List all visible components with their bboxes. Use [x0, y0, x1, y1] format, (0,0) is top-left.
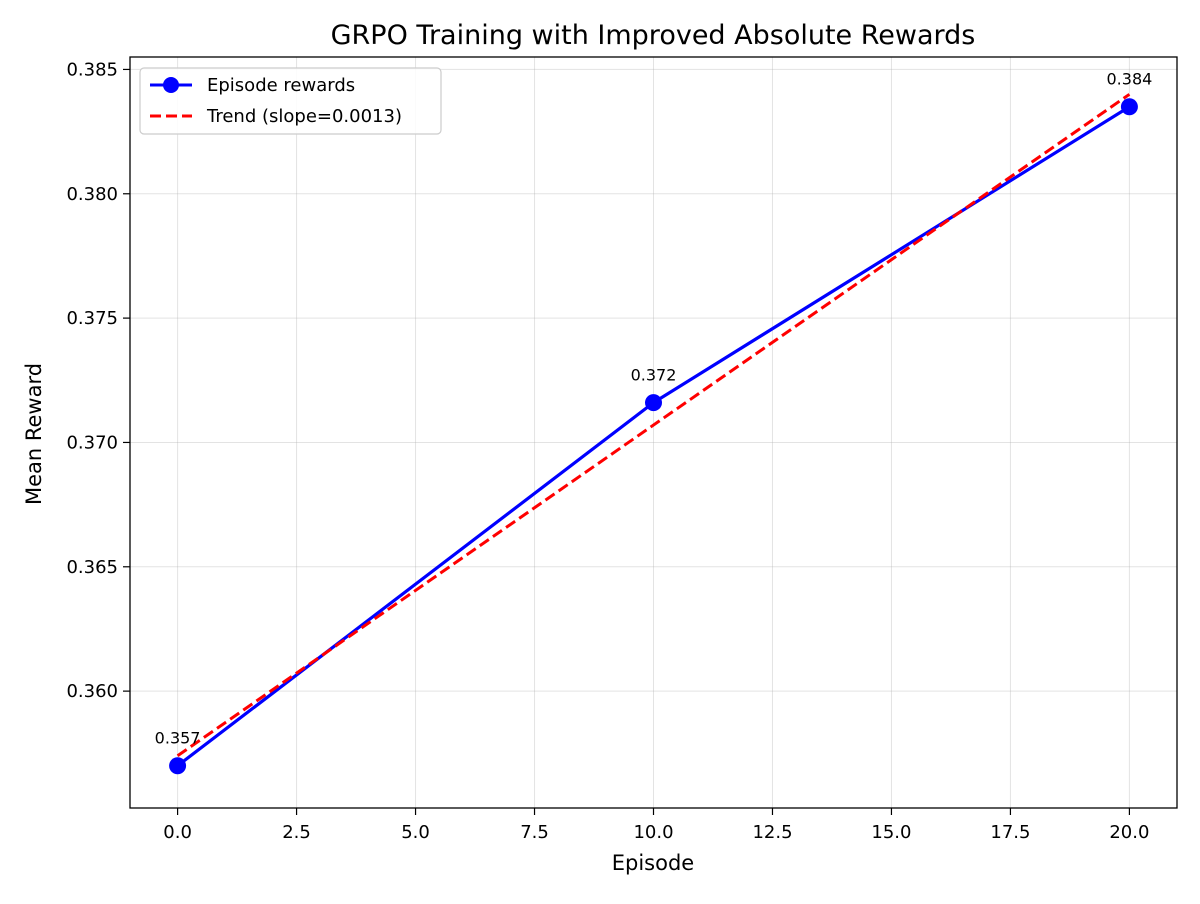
- legend-label-episode-rewards: Episode rewards: [207, 75, 355, 96]
- legend-box: [139, 67, 442, 135]
- series-group: [169, 93, 1138, 775]
- x-tick-label: 7.5: [520, 822, 549, 843]
- y-tick-label: 0.380: [66, 184, 118, 205]
- x-tick-label: 20.0: [1109, 822, 1149, 843]
- x-tick-label: 5.0: [401, 822, 430, 843]
- x-tick-label: 12.5: [752, 822, 792, 843]
- legend: Episode rewards Trend (slope=0.0013): [139, 67, 442, 135]
- y-tick-label: 0.370: [66, 432, 118, 453]
- y-axis: 0.360 0.365 0.370 0.375 0.380 0.385: [66, 59, 130, 702]
- data-label: 0.384: [1107, 70, 1153, 89]
- y-tick-label: 0.385: [66, 59, 118, 80]
- data-labels: 0.357 0.372 0.384: [155, 70, 1153, 748]
- x-axis-label: Episode: [612, 851, 694, 875]
- data-point-episode-rewards: [169, 757, 187, 775]
- y-axis-label: Mean Reward: [22, 363, 46, 505]
- x-tick-label: 10.0: [633, 822, 673, 843]
- legend-marker-episode-rewards: [163, 77, 179, 93]
- data-point-episode-rewards: [645, 394, 662, 412]
- x-tick-label: 15.0: [871, 822, 911, 843]
- x-tick-label: 2.5: [282, 822, 311, 843]
- series-line-trend: [176, 93, 1131, 758]
- x-tick-label: 17.5: [990, 822, 1030, 843]
- x-axis: 0.0 2.5 5.0 7.5 10.0 12.5 15.0 17.5 20.0: [163, 808, 1149, 843]
- chart-title: GRPO Training with Improved Absolute Rew…: [331, 20, 976, 51]
- legend-label-trend: Trend (slope=0.0013): [206, 106, 402, 127]
- data-label: 0.372: [631, 366, 677, 385]
- data-label: 0.357: [155, 729, 201, 748]
- y-tick-label: 0.365: [66, 557, 118, 578]
- y-tick-label: 0.360: [66, 681, 118, 702]
- x-tick-label: 0.0: [163, 822, 192, 843]
- data-point-episode-rewards: [1120, 98, 1138, 116]
- y-tick-label: 0.375: [66, 308, 118, 329]
